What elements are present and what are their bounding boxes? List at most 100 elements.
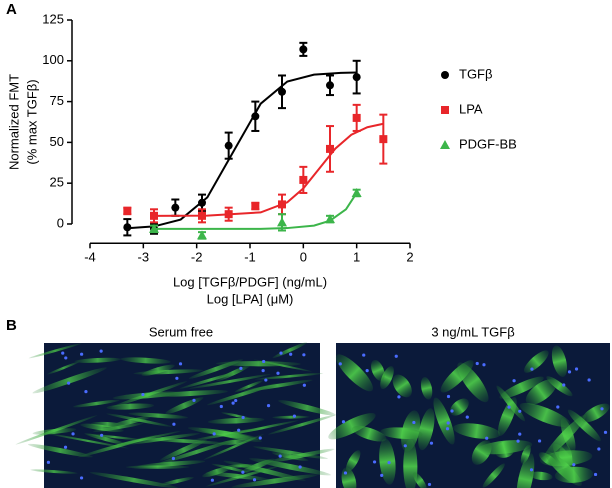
nucleus	[518, 409, 522, 413]
point	[379, 135, 388, 144]
cell	[106, 403, 155, 410]
legend-label: TGFβ	[459, 66, 492, 81]
cell	[203, 433, 265, 460]
cell	[128, 412, 188, 419]
nucleus	[71, 432, 75, 436]
cell	[516, 453, 535, 488]
y-tick-label: 25	[50, 175, 64, 190]
cell	[335, 354, 374, 392]
nucleus	[80, 352, 84, 356]
nucleus	[237, 428, 241, 432]
point	[123, 206, 132, 215]
nucleus	[567, 370, 572, 374]
cell	[205, 472, 269, 481]
nucleus	[475, 361, 479, 366]
nucleus	[99, 349, 103, 353]
nucleus	[365, 369, 369, 373]
nucleus	[394, 354, 398, 358]
nucleus	[302, 353, 306, 357]
cell	[189, 374, 271, 389]
x-tick-label: -1	[244, 250, 256, 265]
nucleus	[362, 353, 366, 357]
nucleus	[507, 405, 511, 409]
nucleus	[279, 351, 283, 355]
cell	[529, 471, 553, 481]
cell	[266, 448, 335, 463]
point	[224, 141, 233, 150]
nucleus	[63, 445, 68, 449]
cell	[133, 369, 204, 375]
legend-label: LPA	[459, 101, 483, 116]
nucleus	[241, 470, 245, 474]
point	[224, 210, 233, 219]
fit-curve	[154, 192, 358, 230]
cell	[155, 438, 239, 466]
nucleus	[231, 401, 235, 405]
cell	[32, 367, 107, 394]
nucleus	[518, 432, 522, 436]
y-tick-label: 75	[50, 93, 64, 108]
nucleus	[258, 436, 262, 440]
cell	[272, 415, 310, 419]
cell	[450, 398, 469, 416]
nucleus	[175, 376, 179, 380]
cell	[499, 376, 544, 399]
nucleus	[276, 371, 280, 375]
nucleus	[603, 430, 608, 434]
cell	[187, 427, 261, 440]
nucleus	[397, 395, 401, 399]
nucleus	[556, 405, 560, 409]
cell	[420, 377, 433, 400]
cell	[525, 379, 557, 405]
cell	[379, 438, 396, 485]
nucleus	[302, 383, 306, 387]
fit-curve	[153, 122, 384, 217]
nucleus	[597, 447, 601, 451]
nucleus	[141, 392, 145, 397]
cell	[267, 414, 336, 435]
cell	[519, 402, 571, 428]
nucleus	[574, 367, 579, 371]
nucleus	[338, 362, 342, 366]
cell	[351, 425, 387, 442]
cell	[413, 472, 427, 488]
micrographs	[15, 342, 610, 488]
cell	[278, 400, 336, 416]
cell	[46, 433, 129, 449]
nucleus	[46, 460, 51, 464]
point	[326, 81, 334, 90]
cell	[371, 359, 385, 381]
point	[198, 198, 206, 207]
cell	[567, 409, 601, 442]
cell	[380, 366, 394, 390]
x-tick-label: 2	[406, 250, 413, 265]
nucleus	[427, 482, 432, 487]
nucleus	[562, 383, 566, 387]
cell	[80, 423, 124, 432]
cell	[254, 373, 324, 380]
cell	[544, 414, 586, 458]
cell	[120, 357, 171, 364]
nucleus	[100, 433, 104, 437]
point	[171, 203, 180, 212]
nucleus	[241, 415, 245, 420]
nucleus	[261, 369, 265, 373]
nucleus	[289, 352, 293, 356]
nucleus	[178, 362, 183, 366]
y-tick-label: 0	[57, 215, 64, 230]
point	[251, 112, 260, 121]
y-tick-label: 100	[42, 52, 64, 67]
point	[149, 223, 159, 233]
point	[351, 187, 362, 197]
image-title: 3 ng/mL TGFβ	[431, 324, 514, 339]
cell	[179, 370, 243, 389]
nucleus	[530, 367, 534, 371]
nucleus	[485, 436, 489, 440]
nucleus	[446, 394, 451, 399]
nucleus	[79, 476, 84, 480]
x-axis-label: Log [LPA] (μM)	[207, 291, 294, 306]
cell	[520, 444, 531, 464]
x-tick-label: 1	[353, 250, 360, 265]
cell	[215, 361, 301, 367]
